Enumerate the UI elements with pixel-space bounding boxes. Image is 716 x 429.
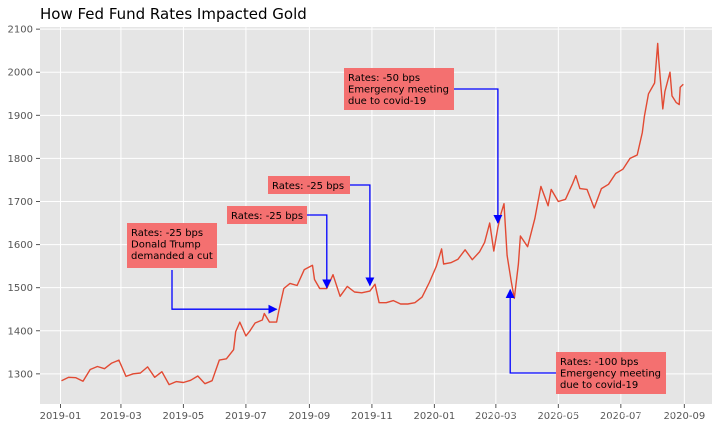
annotation-text: Emergency meeting [348, 85, 449, 96]
y-tick-label: 2000 [8, 68, 33, 79]
annotation-box [227, 206, 307, 224]
y-tick-label: 1500 [8, 283, 33, 294]
annotation-arrow [171, 270, 278, 314]
annotation-arrow [307, 214, 332, 289]
annotation-arrow [505, 288, 556, 374]
y-tick-label: 1300 [8, 369, 33, 380]
annotation-arrow [454, 88, 503, 224]
annotation-text: due to covid-19 [348, 96, 426, 107]
watermark-text: https://blog.csdn.net/weixin_42712893 [440, 405, 674, 419]
x-tick-label: 2019-03 [100, 411, 142, 422]
y-tick-label: 2100 [8, 25, 33, 36]
annotation-box [556, 352, 666, 394]
annotation-box [127, 223, 217, 268]
annotation-text: demanded a cut [131, 251, 213, 262]
x-tick-label: 2019-09 [289, 411, 331, 422]
y-tick-label: 1600 [8, 240, 33, 251]
x-tick-label: 2020-01 [413, 411, 455, 422]
annotation-box [268, 176, 350, 194]
annotation-text: due to covid-19 [560, 380, 638, 391]
x-tick-label: 2019-05 [163, 411, 205, 422]
x-tick-label: 2020-07 [600, 411, 642, 422]
y-tick-label: 1900 [8, 111, 33, 122]
x-tick-label: 2020-09 [663, 411, 705, 422]
annotation-text: Donald Trump [131, 240, 201, 251]
y-tick-label: 1800 [8, 154, 33, 165]
x-tick-label: 2020-03 [475, 411, 517, 422]
annotation-text: Rates: -25 bps [231, 211, 303, 222]
y-tick-label: 1700 [8, 197, 33, 208]
x-axis: 2019-01 2019-03 2019-05 2019-07 2019-09 2019-… [40, 404, 705, 422]
x-tick-label: 2019-01 [40, 411, 82, 422]
gold-price-line [61, 42, 684, 386]
annotation-box [344, 68, 454, 110]
x-tick-label: 2019-07 [225, 411, 267, 422]
y-tick-label: 1400 [8, 326, 33, 337]
x-tick-label: 2020-05 [537, 411, 579, 422]
annotation-text: Rates: -25 bps [272, 181, 344, 192]
annotation-text: Rates: -25 bps [131, 228, 203, 239]
chart-title: How Fed Fund Rates Impacted Gold [40, 5, 307, 23]
annotation-text: Rates: -50 bps [348, 73, 420, 84]
grid-lines [40, 27, 712, 404]
annotation-text: Rates: -100 bps [560, 357, 638, 368]
annotation-arrow [350, 184, 375, 287]
y-axis: 1300 1400 1500 1600 1700 1800 1900 2000 2100 [8, 25, 40, 380]
x-tick-label: 2019-11 [351, 411, 393, 422]
annotation-text: Emergency meeting [560, 369, 661, 380]
